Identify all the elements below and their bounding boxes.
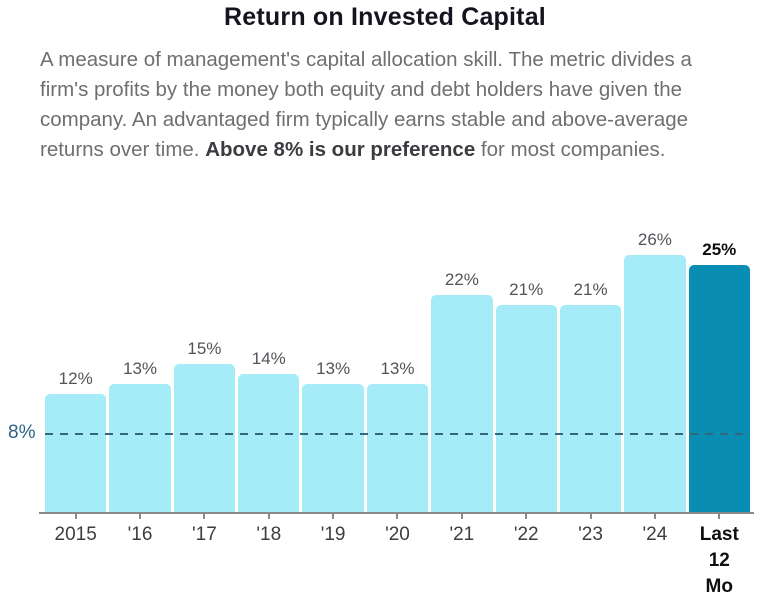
bar[interactable] — [238, 373, 300, 512]
bar-highlighted[interactable] — [688, 265, 750, 512]
x-axis-tick — [238, 514, 299, 519]
bar[interactable] — [109, 383, 171, 512]
bar-value-label: 21% — [573, 279, 608, 299]
bar-value-label: 12% — [58, 368, 93, 388]
x-axis-tick — [367, 514, 428, 519]
x-axis-tick — [302, 514, 363, 519]
bar[interactable] — [431, 294, 493, 512]
x-axis-tick — [689, 514, 750, 519]
x-axis-label: '17 — [192, 524, 217, 545]
x-axis-label: Last 12 Mo — [699, 524, 739, 597]
x-axis-labels: 2015 '16 '17 '18 '19 '20 '21 '22 '23 '24 Last 12 M… — [45, 522, 750, 600]
bar-value-label: 21% — [509, 279, 544, 299]
bar-value-label: 14% — [251, 348, 286, 368]
x-axis-ticks — [45, 514, 750, 519]
description-text-end: for most companies. — [475, 138, 666, 161]
roic-bar-chart: 12% 13% 15% 14% 13% 13% 22% 21% 21% 26% 25% 8% 201… — [0, 228, 770, 602]
x-axis-label: '22 — [513, 524, 539, 545]
bar-value-label: 13% — [316, 358, 351, 378]
x-axis-label: '19 — [320, 524, 346, 545]
x-axis-tick — [45, 514, 106, 519]
bar-column: 13% — [109, 228, 171, 512]
bar[interactable] — [624, 255, 686, 512]
x-axis-label: 2015 — [54, 524, 97, 545]
bar-column: 22% — [431, 228, 493, 512]
reference-line-label: 8% — [8, 422, 36, 443]
bar[interactable] — [302, 383, 364, 512]
bar-column: 12% — [45, 228, 107, 512]
page-title: Return on Invested Capital — [224, 3, 546, 31]
bar-column: 13% — [366, 228, 429, 512]
x-axis-tick — [624, 514, 685, 519]
x-axis-label: '18 — [256, 524, 282, 545]
bar-value-label: 15% — [187, 338, 222, 358]
x-axis-label: '21 — [449, 524, 475, 545]
bar-column: 14% — [238, 228, 300, 512]
bar[interactable] — [495, 304, 557, 512]
x-axis-label: '20 — [385, 524, 410, 545]
x-axis-tick — [496, 514, 557, 519]
x-axis-label: '23 — [578, 524, 603, 545]
x-axis-tick — [560, 514, 621, 519]
bar-column: 21% — [559, 228, 622, 512]
bar[interactable] — [173, 363, 236, 512]
bar[interactable] — [366, 383, 429, 512]
reference-line-8pct — [45, 433, 750, 435]
x-axis-label: '16 — [127, 524, 153, 545]
bar-value-label: 13% — [123, 358, 158, 378]
x-axis-label: '24 — [642, 524, 668, 545]
bar[interactable] — [559, 304, 622, 512]
bar-column: 26% — [624, 228, 686, 512]
metric-description: A measure of management's capital alloca… — [40, 45, 708, 165]
bar-column: 15% — [173, 228, 236, 512]
bar-value-label: 13% — [380, 358, 415, 378]
bars-area: 12% 13% 15% 14% 13% 13% 22% 21% 21% 26% 25% — [45, 228, 750, 512]
bar-column: 25% — [688, 228, 750, 512]
bar-value-label: 25% — [702, 240, 737, 260]
x-axis-tick — [174, 514, 235, 519]
bar-column: 21% — [495, 228, 557, 512]
description-text: A measure of management's capital alloca… — [40, 48, 692, 161]
bar[interactable] — [45, 393, 107, 512]
bar-value-label: 22% — [444, 269, 479, 289]
description-preference-note: Above 8% is our preference — [205, 138, 476, 161]
x-axis-tick — [109, 514, 170, 519]
x-axis-line — [39, 512, 754, 514]
bar-value-label: 26% — [637, 230, 672, 250]
x-axis-tick — [431, 514, 492, 519]
bar-column: 13% — [302, 228, 364, 512]
